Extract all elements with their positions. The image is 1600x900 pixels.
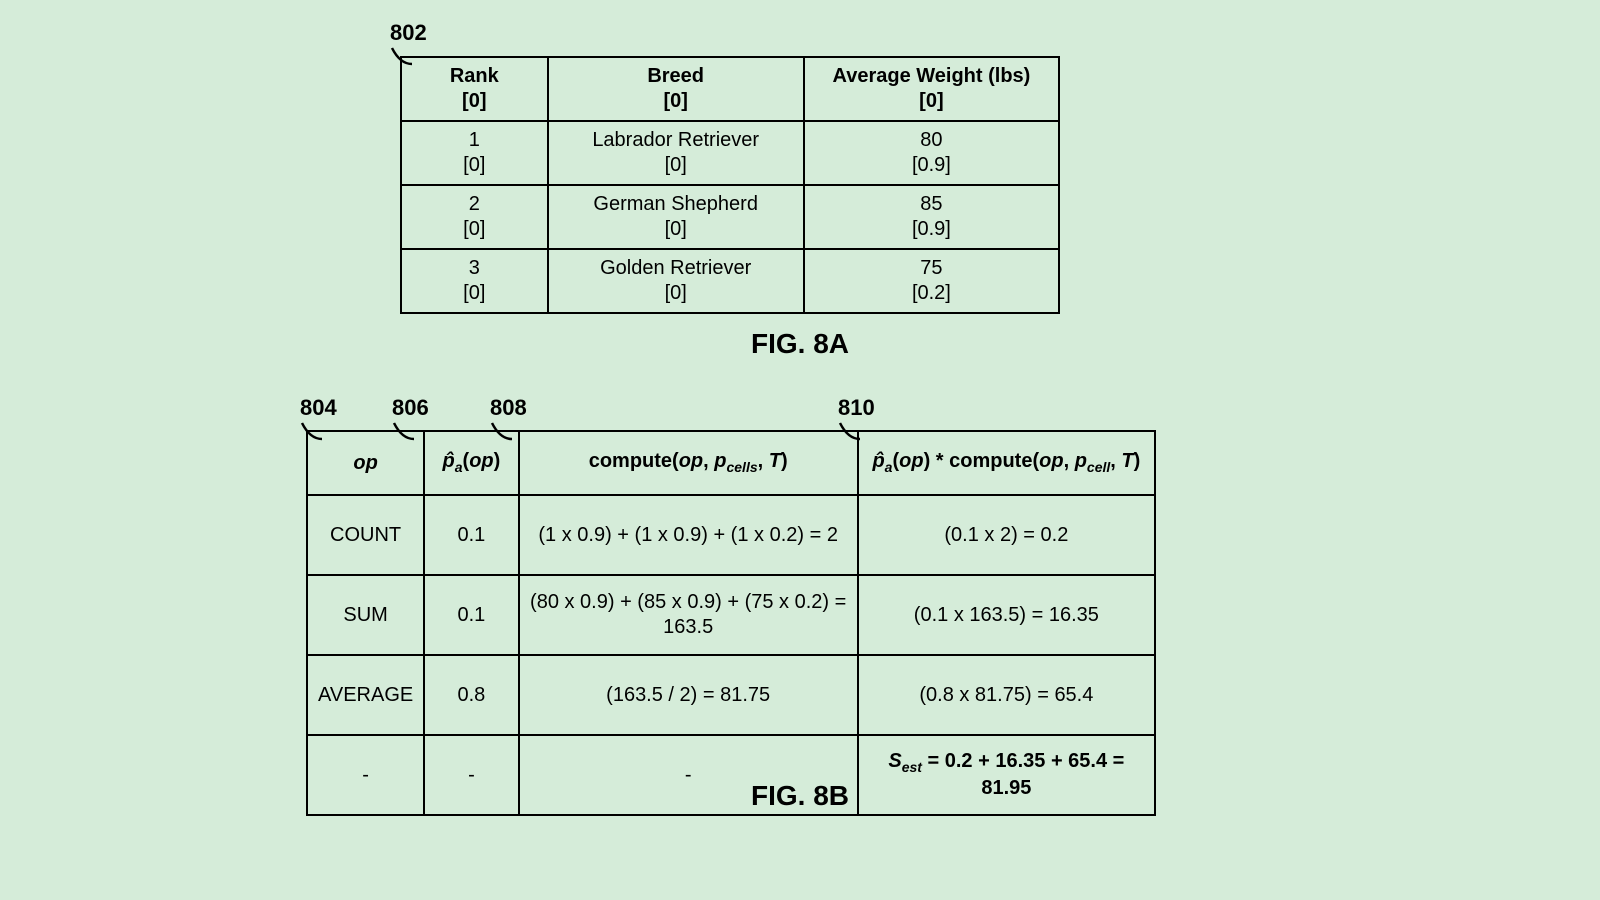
table-8a-header: Rank[0] xyxy=(401,57,548,121)
table-cell: (0.1 x 163.5) = 16.35 xyxy=(858,575,1155,655)
table-cell: 85[0.9] xyxy=(804,185,1059,249)
table-8b-header: compute(op, pcells, T) xyxy=(519,431,858,495)
table-8a: Rank[0]Breed[0]Average Weight (lbs)[0] 1… xyxy=(400,56,1060,314)
table-8b-header: p̂a(op) * compute(op, pcell, T) xyxy=(858,431,1155,495)
table-cell: 0.1 xyxy=(424,575,518,655)
table-cell: COUNT xyxy=(307,495,424,575)
table-cell: 2[0] xyxy=(401,185,548,249)
table-cell: 1[0] xyxy=(401,121,548,185)
table-row: COUNT0.1(1 x 0.9) + (1 x 0.9) + (1 x 0.2… xyxy=(307,495,1155,575)
table-8b-header: p̂a(op) xyxy=(424,431,518,495)
callout-label: 804 xyxy=(300,395,337,420)
table-cell: 3[0] xyxy=(401,249,548,313)
table-cell: (80 x 0.9) + (85 x 0.9) + (75 x 0.2) = 1… xyxy=(519,575,858,655)
table-cell: Labrador Retriever[0] xyxy=(548,121,804,185)
table-row: 1[0]Labrador Retriever[0]80[0.9] xyxy=(401,121,1059,185)
table-row: SUM0.1(80 x 0.9) + (85 x 0.9) + (75 x 0.… xyxy=(307,575,1155,655)
table-8b: opp̂a(op)compute(op, pcells, T)p̂a(op) *… xyxy=(306,430,1156,816)
table-cell: (1 x 0.9) + (1 x 0.9) + (1 x 0.2) = 2 xyxy=(519,495,858,575)
table-cell: (0.1 x 2) = 0.2 xyxy=(858,495,1155,575)
table-row: AVERAGE0.8(163.5 / 2) = 81.75(0.8 x 81.7… xyxy=(307,655,1155,735)
table-row: 3[0]Golden Retriever[0]75[0.2] xyxy=(401,249,1059,313)
table-cell: (163.5 / 2) = 81.75 xyxy=(519,655,858,735)
figure-caption-8a: FIG. 8A xyxy=(0,328,1600,360)
callout-label: 808 xyxy=(490,395,527,420)
figure-caption-8b: FIG. 8B xyxy=(0,780,1600,812)
callout-label: 810 xyxy=(838,395,875,420)
table-8a-header: Breed[0] xyxy=(548,57,804,121)
table-cell: 0.1 xyxy=(424,495,518,575)
table-cell: German Shepherd[0] xyxy=(548,185,804,249)
table-cell: Golden Retriever[0] xyxy=(548,249,804,313)
table-cell: 80[0.9] xyxy=(804,121,1059,185)
table-row: 2[0]German Shepherd[0]85[0.9] xyxy=(401,185,1059,249)
table-8b-header: op xyxy=(307,431,424,495)
table-cell: SUM xyxy=(307,575,424,655)
callout-802-label: 802 xyxy=(390,20,427,45)
table-cell: (0.8 x 81.75) = 65.4 xyxy=(858,655,1155,735)
table-cell: 75[0.2] xyxy=(804,249,1059,313)
callout-label: 806 xyxy=(392,395,429,420)
table-cell: 0.8 xyxy=(424,655,518,735)
table-cell: AVERAGE xyxy=(307,655,424,735)
table-8a-header: Average Weight (lbs)[0] xyxy=(804,57,1059,121)
